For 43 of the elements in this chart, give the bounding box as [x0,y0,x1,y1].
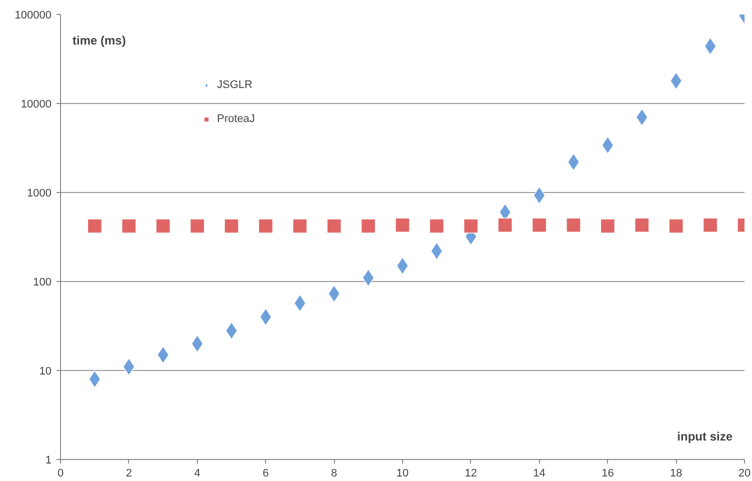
x-tick-label: 14 [533,468,546,480]
point [225,322,238,340]
point [464,218,478,234]
x-tick-label: 0 [57,468,64,480]
x-tick-label: 20 [738,468,751,480]
point [156,218,170,234]
y-tick-label: 1 [45,454,52,466]
y-axis-title: time (ms) [72,34,126,48]
x-tick-label: 4 [194,468,200,480]
point [258,218,274,234]
point [566,218,581,232]
legend-label: JSGLR [217,79,252,91]
point [498,218,512,232]
y-tick-label: 10 [39,366,52,378]
point [532,218,547,232]
y-tick-label: 1000 [27,188,52,200]
y-tick-label: 100000 [14,10,52,22]
point [668,218,684,234]
y-tick-label: 10000 [20,98,52,110]
point [190,218,205,234]
x-tick-label: 6 [262,468,269,480]
point [600,218,616,234]
point [567,153,580,171]
x-tick-label: 18 [670,468,682,480]
point [429,218,444,234]
point [395,218,410,232]
point [396,256,409,275]
x-tick-label: 2 [126,468,132,480]
x-tick-label: 16 [602,468,614,480]
point [292,218,308,234]
x-axis-title: input size [677,430,733,444]
legend-label: ProteaJ [217,113,255,125]
point [87,218,102,234]
x-tick-label: 10 [396,468,409,480]
point [224,218,239,234]
y-tick-label: 100 [33,276,52,288]
point [634,218,650,232]
point [326,218,342,234]
x-tick-label: 12 [464,468,478,480]
point [702,218,718,232]
point [360,218,376,234]
x-tick-label: 8 [331,468,338,480]
point [122,218,136,234]
